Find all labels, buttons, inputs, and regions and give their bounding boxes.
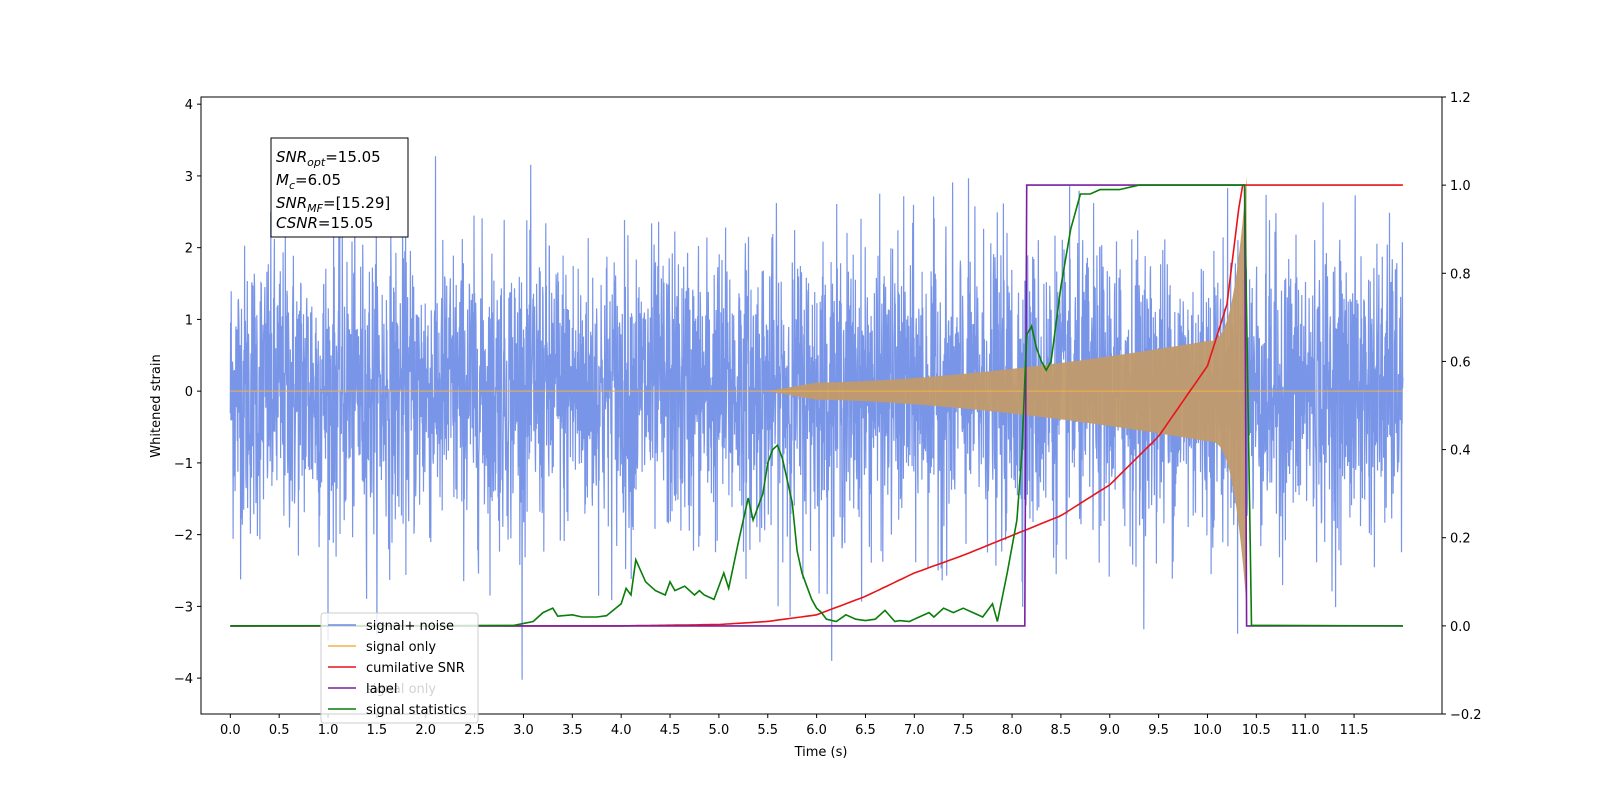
x-tick-label: 3.0 xyxy=(513,723,534,738)
x-tick-label: 8.0 xyxy=(1002,723,1023,738)
y-tick-label: 1 xyxy=(185,313,193,328)
y2-tick-label: 1.2 xyxy=(1450,91,1471,106)
x-tick-label: 6.5 xyxy=(855,723,876,738)
y-tick-label: −2 xyxy=(174,529,193,544)
info-csnr: CSNR=15.05 xyxy=(276,214,373,232)
y2-tick-label: 0.2 xyxy=(1450,532,1471,547)
y2-tick-label: −0.2 xyxy=(1450,708,1482,723)
x-tick-label: 0.5 xyxy=(269,723,290,738)
info-box-frame xyxy=(270,137,409,238)
x-tick-label: 9.5 xyxy=(1148,723,1169,738)
x-tick-label: 2.0 xyxy=(415,723,436,738)
y2-tick-label: 1.0 xyxy=(1450,179,1471,194)
y2-tick-label: 0.8 xyxy=(1450,267,1471,282)
legend-label-signal: signal only xyxy=(366,640,436,655)
x-tick-label: 0.0 xyxy=(220,723,241,738)
x-tick-label: 3.5 xyxy=(562,723,583,738)
y-axis-right: 1.2 1.0 0.8 0.6 0.4 0.2 0.0 −0.2 xyxy=(1442,91,1482,723)
x-tick-label: 4.5 xyxy=(660,723,681,738)
info-snr-mf: SNRMF=[15.29] xyxy=(276,194,390,215)
axes-frame xyxy=(200,96,1443,715)
x-tick-label: 7.5 xyxy=(953,723,974,738)
x-tick-label: 5.0 xyxy=(709,723,730,738)
y-tick-label: −4 xyxy=(174,672,193,687)
legend: signal+ noise signal only cumilative SNR… xyxy=(320,612,479,724)
y-tick-label: −3 xyxy=(174,600,193,615)
x-tick-label: 7.0 xyxy=(904,723,925,738)
y-tick-label: −1 xyxy=(174,457,193,472)
legend-frame xyxy=(320,612,479,724)
x-axis: 0.0 0.5 1.0 1.5 2.0 2.5 3.0 3.5 4.0 4.5 5.0 5.5 6.0 6… xyxy=(220,714,1369,738)
x-tick-label: 10.5 xyxy=(1242,723,1271,738)
y2-tick-label: 0.6 xyxy=(1450,355,1471,370)
x-tick-label: 4.0 xyxy=(611,723,632,738)
x-tick-label: 5.5 xyxy=(757,723,778,738)
y-tick-label: 4 xyxy=(185,98,193,113)
x-axis-label: Time (s) xyxy=(794,745,848,760)
x-tick-label: 1.5 xyxy=(367,723,388,738)
info-snr-opt: SNRopt=15.05 xyxy=(276,148,381,169)
series-signal-statistics xyxy=(230,184,1403,627)
y-tick-label: 3 xyxy=(185,170,193,185)
legend-label-statistics: signal statistics xyxy=(366,703,467,718)
y-axis-label: Whitened strain xyxy=(149,354,164,457)
info-chirp-mass: Mc=6.05 xyxy=(276,171,341,192)
x-tick-label: 9.0 xyxy=(1099,723,1120,738)
legend-label-cumulative-snr: cumilative SNR xyxy=(366,661,465,676)
legend-label-noise: signal+ noise xyxy=(366,619,454,634)
x-tick-label: 8.5 xyxy=(1051,723,1072,738)
y2-tick-label: 0.4 xyxy=(1450,444,1471,459)
y2-tick-label: 0.0 xyxy=(1450,620,1471,635)
y-axis-left: 4 3 2 1 0 −1 −2 −3 −4 xyxy=(174,98,201,687)
x-tick-label: 6.0 xyxy=(806,723,827,738)
x-tick-label: 2.5 xyxy=(464,723,485,738)
x-tick-label: 11.5 xyxy=(1340,723,1369,738)
info-box: SNRopt=15.05 Mc=6.05 SNRMF=[15.29] CSNR=… xyxy=(270,137,409,238)
legend-ghost-text: signal only xyxy=(366,682,436,697)
y-tick-label: 0 xyxy=(185,385,193,400)
y-tick-label: 2 xyxy=(185,242,193,257)
x-tick-label: 1.0 xyxy=(318,723,339,738)
legend-label-label: label xyxy=(366,682,397,697)
x-tick-label: 10.0 xyxy=(1193,723,1222,738)
x-tick-label: 11.0 xyxy=(1291,723,1320,738)
